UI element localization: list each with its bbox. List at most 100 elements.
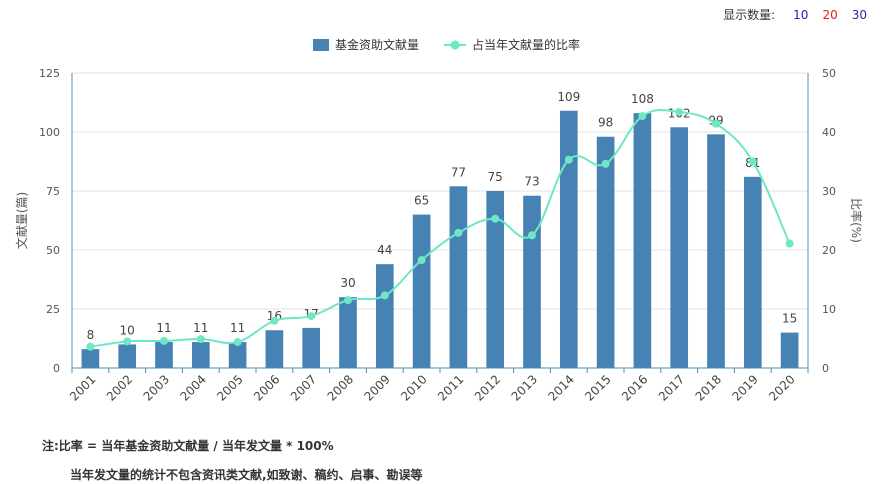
bar-data-label: 15 [782,312,797,326]
exclusion-note: 当年发文量的统计不包含资讯类文献,如致谢、稿约、启事、勘误等 [70,468,423,482]
bar-data-label: 10 [120,323,135,337]
bar[interactable] [780,332,799,368]
bar-data-label: 11 [193,321,208,335]
bar[interactable] [596,136,615,368]
bar-data-label: 75 [488,170,503,184]
bar-data-label: 11 [230,321,245,335]
y2-tick-label: 20 [822,244,836,257]
legend[interactable]: 基金资助文献量 占当年文献量的比率 [313,37,580,52]
x-tick-label: 2013 [509,372,540,403]
bar-data-label: 109 [557,90,580,104]
x-tick-label: 2006 [251,372,282,403]
bar[interactable] [339,297,357,368]
bar[interactable] [302,327,321,368]
x-tick-label: 2019 [729,372,760,403]
ratio-point[interactable] [123,337,132,346]
bar[interactable] [155,342,173,368]
y2-tick-label: 10 [822,303,836,316]
ratio-point[interactable] [196,335,205,344]
legend-bar-label[interactable]: 基金资助文献量 [335,37,419,52]
y-tick-label: 50 [46,244,60,257]
ratio-point[interactable] [233,338,242,347]
bar[interactable] [191,342,210,368]
ratio-point[interactable] [270,316,279,325]
bar-data-label: 98 [598,116,613,130]
bar[interactable] [559,110,578,368]
y2-axis-title: 比率(%) [849,198,864,243]
bar[interactable] [486,191,505,368]
bar[interactable] [265,330,284,368]
display-count-selector: 显示数量: 10 20 30 [723,6,867,23]
y2-tick-label: 0 [822,362,829,375]
y2-tick-label: 40 [822,126,836,139]
y-tick-label: 75 [46,185,60,198]
x-tick-label: 2005 [214,372,245,403]
x-tick-label: 2014 [545,372,576,403]
x-tick-label: 2003 [141,372,172,403]
bar[interactable] [118,344,137,368]
bar[interactable] [81,349,100,368]
x-tick-label: 2017 [656,372,687,403]
bar-data-label: 108 [631,92,654,106]
bar[interactable] [523,195,541,368]
ratio-point[interactable] [491,214,500,223]
x-tick-label: 2016 [619,372,650,403]
bar-data-label: 77 [451,165,466,179]
x-tick-label: 2002 [104,372,135,403]
bar-labels: 8101111111617304465777573109981081029981… [87,90,798,342]
bar[interactable] [412,214,431,368]
x-tick-label: 2020 [766,372,797,403]
bar[interactable] [449,186,468,368]
ratio-point[interactable] [675,107,684,116]
ratio-point[interactable] [748,157,757,166]
y2-tick-label: 30 [822,185,836,198]
bar-data-label: 73 [524,175,539,189]
ratio-point[interactable] [564,155,573,164]
ratio-point[interactable] [454,228,463,237]
x-tick-label: 2015 [582,372,613,403]
display-count-option-20[interactable]: 20 [822,7,838,22]
x-tick-label: 2009 [361,372,392,403]
ratio-point[interactable] [712,119,720,128]
x-tick-label: 2001 [67,372,98,403]
y-axis-title: 文献量(篇) [14,192,29,249]
ratio-point[interactable] [344,296,352,305]
ratio-point[interactable] [160,336,168,345]
ratio-point[interactable] [380,291,389,300]
x-tick-label: 2018 [693,372,724,403]
bar[interactable] [707,134,725,368]
ratio-point[interactable] [785,239,794,248]
ratio-point[interactable] [638,112,647,121]
ratio-point[interactable] [601,159,610,168]
ratio-point[interactable] [528,231,536,240]
ratio-point[interactable] [307,312,316,321]
display-count-option-30[interactable]: 30 [851,7,867,22]
y-tick-label: 125 [39,67,60,80]
y-tick-label: 0 [53,362,60,375]
ratio-point[interactable] [86,342,95,351]
x-tick-label: 2011 [435,372,466,403]
bar-data-label: 30 [340,276,355,290]
bar[interactable] [375,264,394,368]
x-tick-label: 2004 [177,372,208,403]
y2-tick-label: 50 [822,67,836,80]
bar-data-label: 44 [377,243,392,257]
ratio-point[interactable] [417,256,426,265]
bar[interactable] [228,342,247,368]
y-tick-label: 25 [46,303,60,316]
x-tick-label: 2012 [472,372,503,403]
x-tick-label: 2008 [325,372,356,403]
bars [81,110,799,369]
legend-line-label[interactable]: 占当年文献量的比率 [472,37,580,52]
bar[interactable] [743,176,762,368]
bar[interactable] [633,113,652,369]
legend-line-marker[interactable] [450,40,460,50]
y-tick-label: 100 [39,126,60,139]
display-count-option-10[interactable]: 10 [793,7,809,22]
bar[interactable] [670,127,689,368]
bar-data-label: 65 [414,194,429,208]
bar-data-label: 8 [87,328,95,342]
legend-bar-swatch[interactable] [313,39,329,51]
